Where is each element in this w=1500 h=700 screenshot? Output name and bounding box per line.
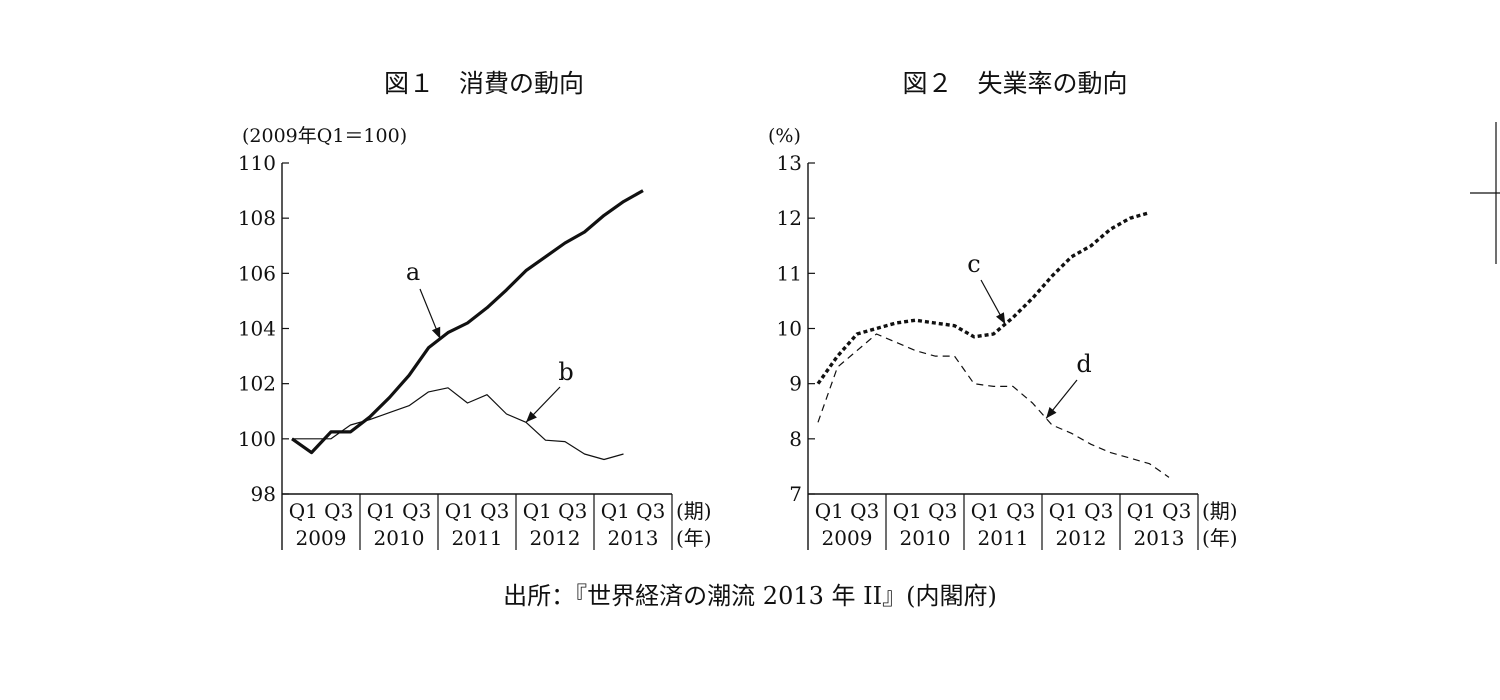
series-label-a: a [406,258,420,286]
series-arrowhead-a [431,326,441,339]
x-quarter-label: Q1 Q3 [1127,499,1192,523]
chart-title: 図２ 失業率の動向 [902,69,1127,98]
x-year-label: 2009 [822,526,873,550]
series-line-d [817,333,1170,478]
y-tick-label: 13 [777,151,802,175]
y-tick-label: 7 [789,482,802,506]
y-tick-label: 108 [238,206,276,230]
y-tick-label: 104 [238,317,276,341]
x-year-unit: (年) [676,526,712,550]
x-period-unit: (期) [676,499,712,523]
series-line-a [291,189,644,455]
series-line-c [816,211,1150,385]
y-tick-label: 110 [238,151,276,175]
y-tick-label: 9 [789,372,802,396]
source-note: 出所：『世界経済の潮流 2013 年 II』(内閣府) [503,582,997,610]
series-line-b [292,387,624,461]
x-quarter-label: Q1 Q3 [971,499,1036,523]
x-quarter-label: Q1 Q3 [815,499,880,523]
x-year-label: 2012 [1056,526,1107,550]
y-unit-label: (2009年Q1＝100) [242,125,407,147]
y-tick-label: 98 [251,482,276,506]
y-tick-label: 10 [777,317,802,341]
x-year-label: 2011 [978,526,1029,550]
x-year-label: 2011 [452,526,503,550]
x-quarter-label: Q1 Q3 [367,499,432,523]
x-year-unit: (年) [1202,526,1238,550]
series-arrowhead-c [996,312,1006,325]
series-arrowhead-b [526,411,537,423]
x-quarter-label: Q1 Q3 [1049,499,1114,523]
x-quarter-label: Q1 Q3 [601,499,666,523]
x-quarter-label: Q1 Q3 [893,499,958,523]
x-quarter-label: Q1 Q3 [445,499,510,523]
y-tick-label: 8 [789,427,802,451]
y-tick-label: 102 [238,372,276,396]
y-unit-label: (%) [768,125,801,147]
y-tick-label: 12 [777,206,802,230]
x-quarter-label: Q1 Q3 [289,499,354,523]
y-tick-label: 106 [238,261,276,285]
series-label-b: b [558,358,573,386]
chart-title: 図１ 消費の動向 [384,69,584,98]
y-tick-label: 11 [777,261,802,285]
y-tick-label: 100 [238,427,276,451]
x-year-label: 2012 [530,526,581,550]
x-year-label: 2010 [374,526,425,550]
x-period-unit: (期) [1202,499,1238,523]
x-year-label: 2009 [296,526,347,550]
x-year-label: 2013 [1134,526,1185,550]
series-label-d: d [1076,350,1091,378]
x-quarter-label: Q1 Q3 [523,499,588,523]
x-year-label: 2010 [900,526,951,550]
x-year-label: 2013 [608,526,659,550]
series-arrowhead-d [1046,407,1057,419]
series-label-c: c [967,250,980,278]
